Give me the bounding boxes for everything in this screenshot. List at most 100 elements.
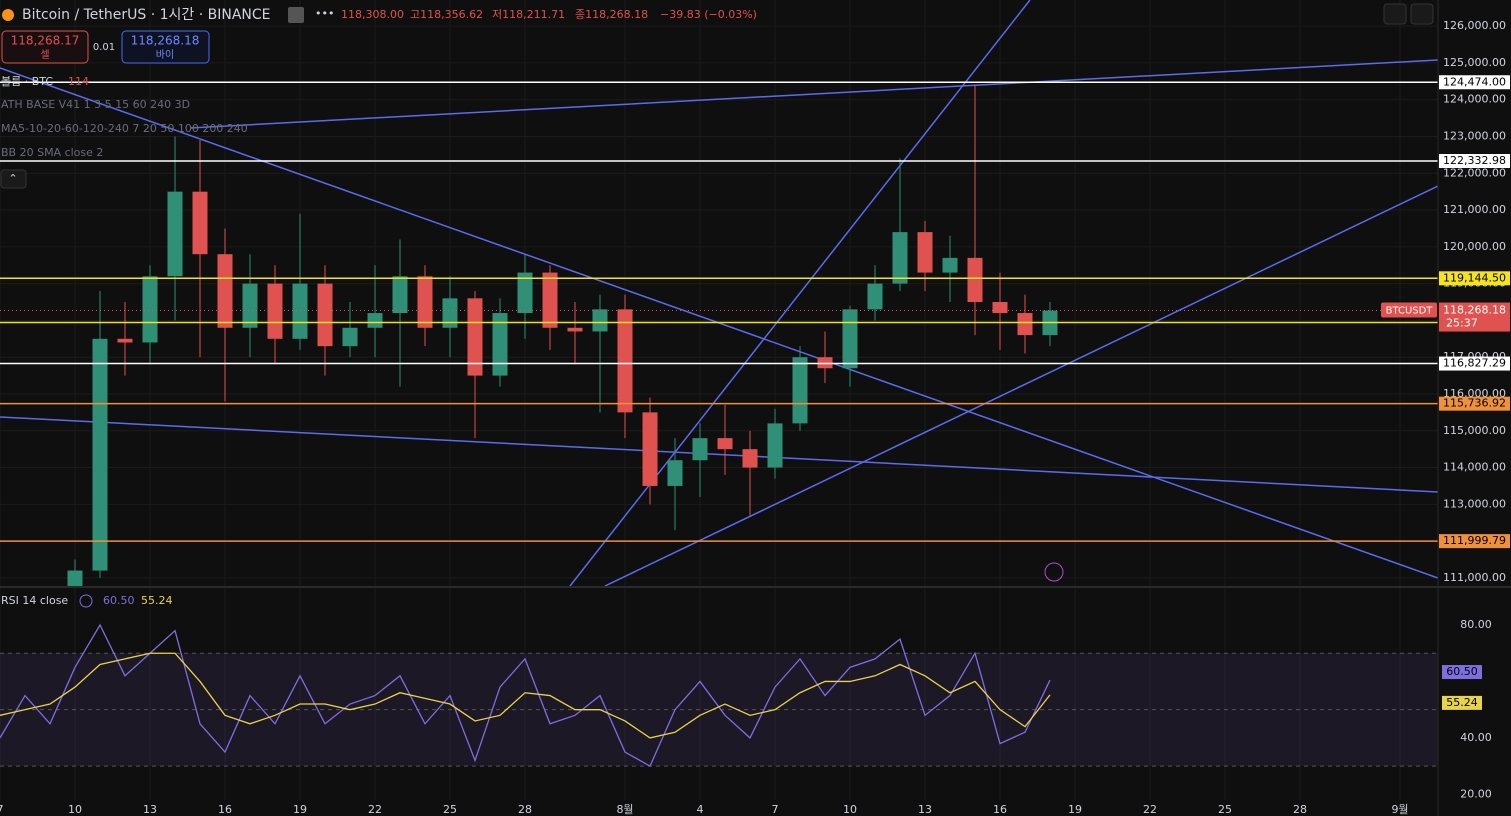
countdown: 25:37	[1446, 317, 1478, 330]
candle-body	[917, 232, 933, 273]
level-tag	[1439, 356, 1510, 371]
sell-price: 118,268.17	[11, 34, 80, 48]
price-axis: 111,000.00112,000.00113,000.00114,000.00…	[0, 19, 1510, 816]
buy-price: 118,268.18	[131, 34, 200, 48]
indicator-volume-value: 114	[68, 75, 89, 88]
candle-body	[692, 438, 708, 461]
trend-line	[569, 0, 1031, 586]
level-tag	[1439, 154, 1510, 169]
last-price-tag	[1439, 302, 1510, 332]
rsi-value-tag	[1442, 695, 1482, 710]
sell-button[interactable]	[1, 30, 89, 64]
indicator-ma: MA5-10-20-60-120-240 7 20 50 100 200 240	[1, 122, 248, 135]
sell-label: 셀	[40, 49, 49, 61]
x-tick-label: 7	[0, 803, 4, 816]
x-tick-label: 7	[772, 803, 779, 816]
candle-body	[142, 276, 158, 343]
candle-body	[642, 412, 658, 486]
candle-body	[417, 276, 433, 328]
x-tick-label: 22	[368, 803, 382, 816]
buy-label: 바이	[156, 49, 174, 61]
y-tick-label: 114,000.00	[1443, 461, 1506, 474]
y-tick-label: 122,000.00	[1443, 166, 1506, 179]
candle-body	[67, 570, 83, 586]
buy-button[interactable]	[121, 30, 210, 64]
candle-body	[817, 357, 833, 369]
symbol-tag-label: BTCUSDT	[1386, 306, 1434, 317]
candle-body	[267, 283, 283, 339]
x-tick-label: 10	[68, 803, 82, 816]
candle-body	[717, 438, 733, 450]
x-tick-label: 8월	[616, 803, 633, 816]
candle-body	[367, 313, 383, 328]
indicator-ath: ATH BASE V41 1 3 5 15 60 240 3D	[1, 98, 190, 111]
level-label: 111,999.79	[1443, 534, 1506, 547]
x-tick-label: 28	[518, 803, 532, 816]
candle-body	[792, 357, 808, 424]
more-button[interactable]: •••	[315, 7, 334, 20]
candle-body	[292, 283, 308, 339]
rsi-tick-label: 20.00	[1460, 787, 1492, 800]
candle-body	[842, 309, 858, 369]
price-plot	[0, 0, 1438, 586]
level-tag	[1439, 534, 1510, 549]
ohlc-low: 저118,211.71	[492, 8, 565, 21]
candle-body	[742, 449, 758, 468]
rsi-ma-value: 55.24	[141, 594, 173, 607]
candle-body	[617, 309, 633, 413]
level-label: 115,736.92	[1443, 397, 1506, 410]
candle-body	[467, 298, 483, 376]
indicator-volume: 볼륨 · BTC	[1, 75, 53, 88]
ohlc-open: 118,308.00	[341, 8, 404, 21]
candle-body	[967, 257, 983, 303]
last-price-label: 118,268.18	[1443, 304, 1506, 317]
ohlc-change: −39.83 (−0.03%)	[660, 8, 757, 21]
candle-body	[542, 272, 558, 328]
level-label: 116,827.29	[1443, 357, 1506, 370]
symbol: Bitcoin / TetherUS · 1시간 · BINANCE	[22, 7, 271, 23]
rsi-value-tag	[1442, 665, 1482, 680]
candle-body	[92, 338, 108, 571]
candle-body	[892, 232, 908, 284]
candle-body	[767, 423, 783, 468]
trend-line	[0, 416, 1438, 493]
level-tag	[1439, 271, 1510, 286]
y-tick-label: 126,000.00	[1443, 19, 1506, 32]
y-tick-label: 113,000.00	[1443, 497, 1506, 510]
x-tick-label: 25	[443, 803, 457, 816]
candle-body	[992, 302, 1008, 314]
alert-icon[interactable]	[1044, 562, 1064, 582]
x-tick-label: 13	[918, 803, 932, 816]
ohlc-high: 고118,356.62	[410, 8, 483, 21]
y-tick-label: 121,000.00	[1443, 203, 1506, 216]
y-tick-label: 111,000.00	[1443, 571, 1506, 584]
collapse-button[interactable]	[0, 169, 27, 189]
candle-body	[567, 327, 583, 332]
rsi-tick-label: 80.00	[1460, 618, 1492, 631]
x-tick-label: 19	[1068, 803, 1082, 816]
scroll-button[interactable]	[1383, 3, 1407, 25]
quantity[interactable]: 0.01	[93, 42, 115, 53]
rsi-tick-label: 40.00	[1460, 731, 1492, 744]
level-label: 122,332.98	[1443, 154, 1506, 167]
level-tag	[1439, 396, 1510, 411]
candle-body	[317, 283, 333, 347]
flag-button[interactable]	[288, 7, 304, 23]
candle-body	[492, 313, 508, 376]
indicator-bb: BB 20 SMA close 2	[1, 146, 103, 159]
y-tick-label: 124,000.00	[1443, 93, 1506, 106]
candle-body	[392, 276, 408, 314]
rsi-band	[0, 653, 1438, 767]
trend-line	[189, 59, 1438, 129]
grid	[0, 0, 1438, 800]
candle-body	[1017, 313, 1033, 336]
level-label: 124,474.00	[1443, 75, 1506, 88]
coin-icon	[2, 9, 14, 21]
rsi-icon	[79, 594, 93, 608]
candle-body	[217, 254, 233, 328]
candle-body	[117, 338, 133, 343]
y-tick-label: 125,000.00	[1443, 56, 1506, 69]
ohlc-close: 종118,268.18	[575, 8, 648, 21]
reset-button[interactable]	[1410, 3, 1434, 25]
